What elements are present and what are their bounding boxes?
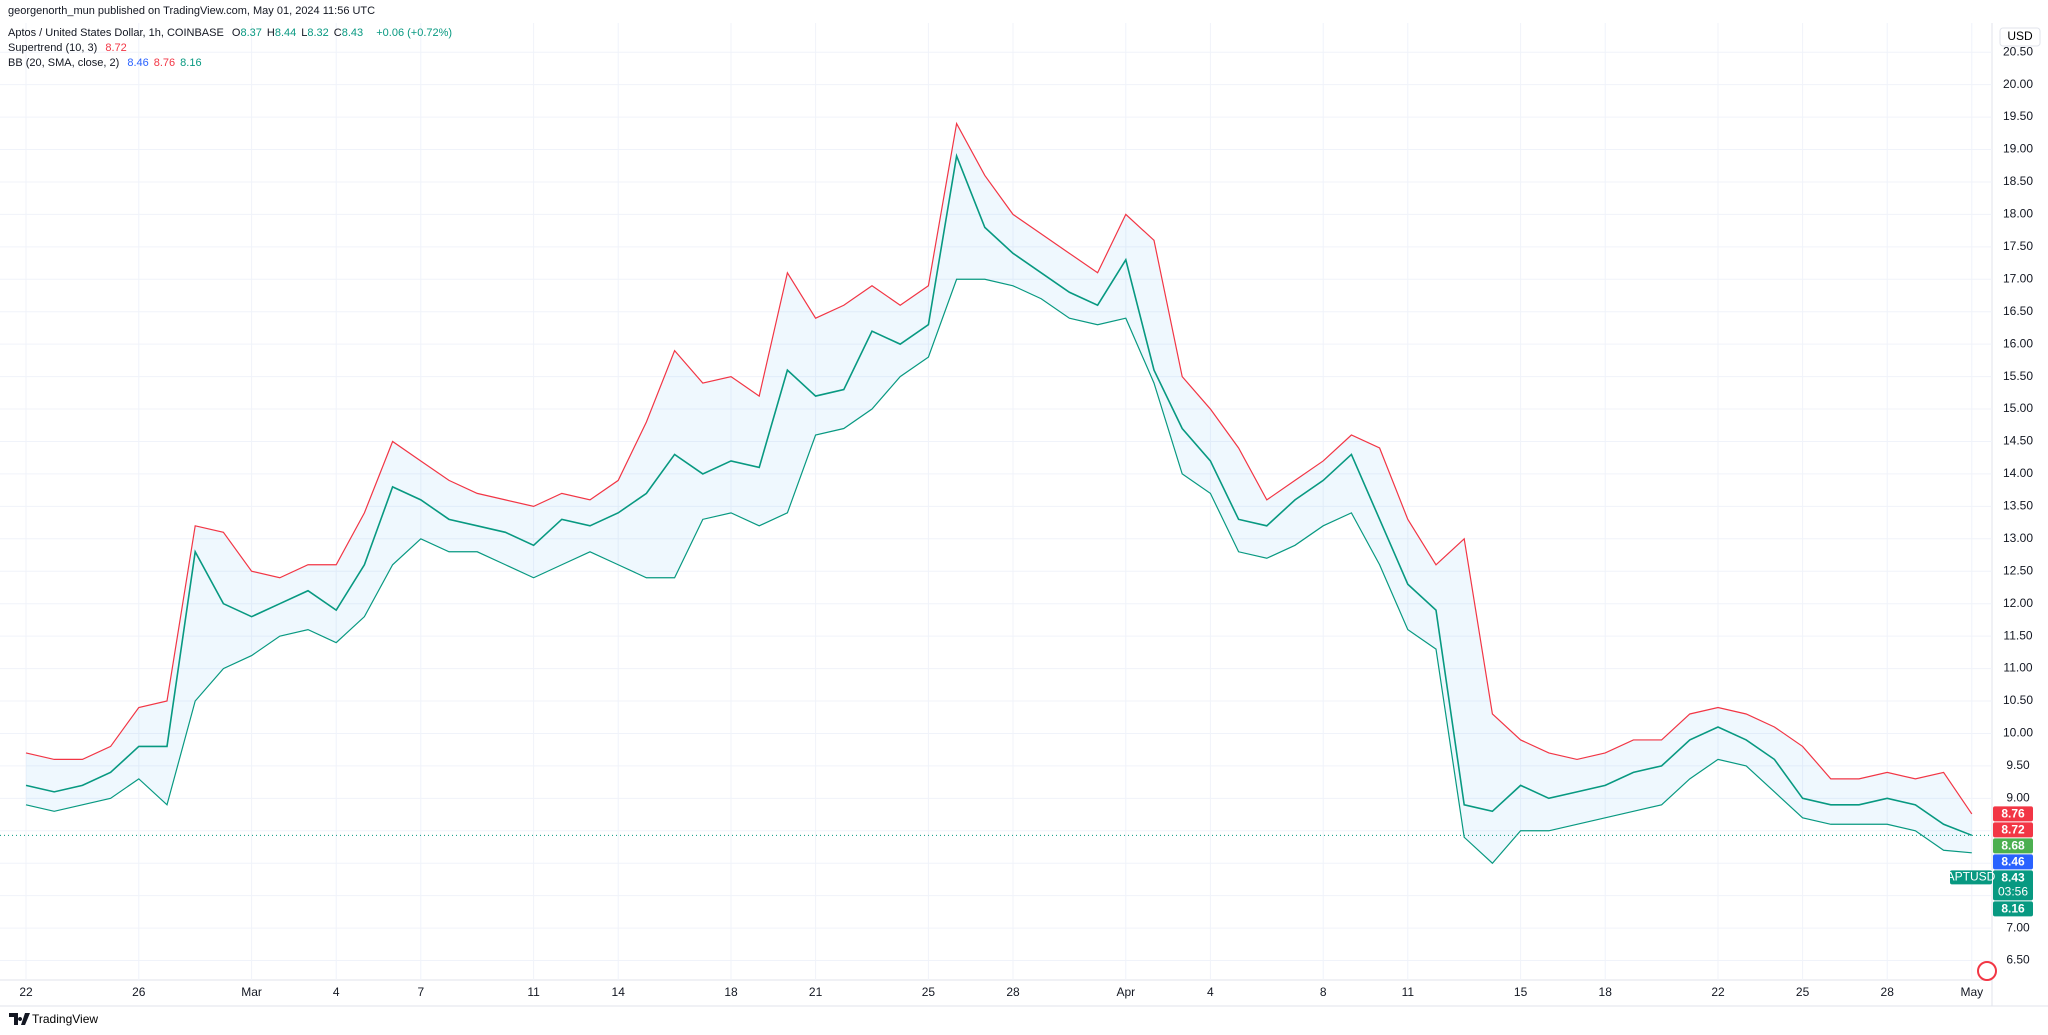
- indicator-name: Supertrend (10, 3): [8, 42, 98, 54]
- y-tick-label: 16.50: [2003, 304, 2033, 318]
- price-label: 8.76: [2001, 807, 2025, 821]
- indicator-values: 8.46 8.76 8.16: [127, 57, 206, 69]
- x-tick-label: 28: [1881, 985, 1895, 999]
- x-tick-label: 18: [724, 985, 738, 999]
- y-tick-label: 19.00: [2003, 142, 2033, 156]
- currency-box[interactable]: [1999, 27, 2041, 47]
- x-tick-label: 21: [809, 985, 823, 999]
- ohlc-value: 8.37: [240, 27, 262, 39]
- y-tick-label: 6.50: [2006, 953, 2030, 967]
- tradingview-logo: [9, 1013, 30, 1025]
- symbol-title: Aptos / United States Dollar, 1h, COINBA…: [8, 27, 224, 39]
- price-label: 8.43: [2001, 871, 2025, 885]
- y-tick-label: 11.50: [2003, 628, 2032, 642]
- x-tick-label: 25: [1796, 985, 1810, 999]
- indicator-value: 8.72: [105, 42, 127, 54]
- bb-legend: BB (20, SMA, close, 2) 8.46 8.76 8.16: [8, 57, 212, 69]
- x-tick-label: 18: [1599, 985, 1613, 999]
- series-line: [25, 121, 1973, 815]
- y-tick-label: 14.50: [2003, 434, 2033, 448]
- x-tick-label: 15: [1514, 985, 1528, 999]
- indicator-name: BB (20, SMA, close, 2): [8, 57, 120, 69]
- footer-brand: TradingView: [32, 1012, 98, 1026]
- ohlc-value: 8.43: [341, 27, 364, 39]
- y-tick-label: 11.00: [2003, 661, 2032, 675]
- x-tick-label: Mar: [241, 985, 262, 999]
- y-tick-label: 9.00: [2006, 791, 2030, 805]
- countdown-label: 03:56: [1998, 885, 2028, 899]
- price-badge: [1993, 870, 2033, 901]
- bb-value: 8.16: [180, 57, 202, 69]
- y-tick-label: 17.50: [2003, 239, 2033, 253]
- x-tick-label: May: [1960, 985, 1983, 999]
- ohlc-values: O8.37 H8.44 L8.32 C8.43: [232, 27, 368, 39]
- y-tick-label: 18.00: [2003, 207, 2033, 221]
- y-tick-label: 17.00: [2003, 271, 2033, 285]
- symbol-label: APTUSD: [1947, 870, 1996, 884]
- alert-icon[interactable]: [1977, 961, 1997, 981]
- y-tick-label: 19.50: [2003, 109, 2033, 123]
- grid: [0, 23, 1992, 980]
- y-tick-label: 10.50: [2003, 693, 2033, 707]
- series-line: [25, 278, 1972, 865]
- alert-circle[interactable]: [1977, 961, 1997, 981]
- y-tick-label: 13.50: [2003, 499, 2033, 513]
- x-tick-label: 14: [612, 985, 626, 999]
- price-label: 8.68: [2001, 839, 2025, 853]
- logo-mark: [9, 1013, 30, 1025]
- supertrend-legend: Supertrend (10, 3) 8.72: [8, 42, 132, 54]
- price-label: 8.72: [2001, 823, 2025, 837]
- x-tick-label: 4: [333, 985, 340, 999]
- x-tick-label: 26: [132, 985, 146, 999]
- price-label: 8.46: [2001, 855, 2025, 869]
- x-tick-label: Apr: [1116, 985, 1135, 999]
- y-tick-label: 12.50: [2003, 563, 2033, 577]
- series-line: [25, 153, 1973, 837]
- change: +0.06 (+0.72%): [376, 27, 453, 39]
- y-tick-label: 15.00: [2003, 401, 2033, 415]
- publish-line: georgenorth_mun published on TradingView…: [8, 5, 376, 17]
- bb-value: 8.76: [153, 57, 176, 69]
- price-badge: [1993, 854, 2033, 870]
- ohlc-key: L: [301, 27, 308, 39]
- y-tick-label: 12.00: [2003, 596, 2033, 610]
- y-tick-label: 7.00: [2006, 920, 2030, 934]
- x-tick-label: 11: [527, 985, 540, 999]
- x-tick-label: 11: [1402, 985, 1415, 999]
- y-tick-label: 16.00: [2003, 336, 2033, 350]
- currency-label: USD: [2007, 29, 2033, 43]
- x-tick-label: 22: [1711, 985, 1725, 999]
- price-badge: [1993, 822, 2033, 838]
- y-tick-label: 20.50: [2003, 44, 2033, 58]
- bb-value: 8.46: [127, 57, 149, 69]
- ohlc-value: 8.44: [274, 27, 297, 39]
- price-label: 8.16: [2001, 902, 2025, 916]
- ohlc-key: C: [333, 27, 342, 39]
- symbol-badge: [1950, 870, 1992, 885]
- y-tick-label: 20.00: [2003, 77, 2033, 91]
- y-tick-label: 14.00: [2003, 466, 2033, 480]
- y-tick-label: 13.00: [2003, 531, 2033, 545]
- price-badge: [1993, 838, 2033, 854]
- x-tick-label: 4: [1207, 985, 1214, 999]
- x-tick-label: 25: [922, 985, 936, 999]
- y-tick-label: 10.00: [2003, 726, 2033, 740]
- y-tick-label: 18.50: [2003, 174, 2033, 188]
- ohlc-value: 8.32: [307, 27, 329, 39]
- x-tick-label: 28: [1006, 985, 1020, 999]
- price-badge: [1993, 806, 2033, 822]
- x-tick-label: 8: [1320, 985, 1327, 999]
- ohlc-key: O: [231, 27, 241, 39]
- x-tick-label: 22: [19, 985, 33, 999]
- band-fill: [26, 123, 1972, 864]
- x-tick-label: 7: [417, 985, 424, 999]
- price-badge: [1993, 901, 2033, 917]
- y-tick-label: 9.50: [2006, 758, 2030, 772]
- symbol-legend: Aptos / United States Dollar, 1h, COINBA…: [8, 27, 457, 39]
- y-tick-label: 15.50: [2003, 369, 2033, 383]
- ohlc-key: H: [266, 27, 275, 39]
